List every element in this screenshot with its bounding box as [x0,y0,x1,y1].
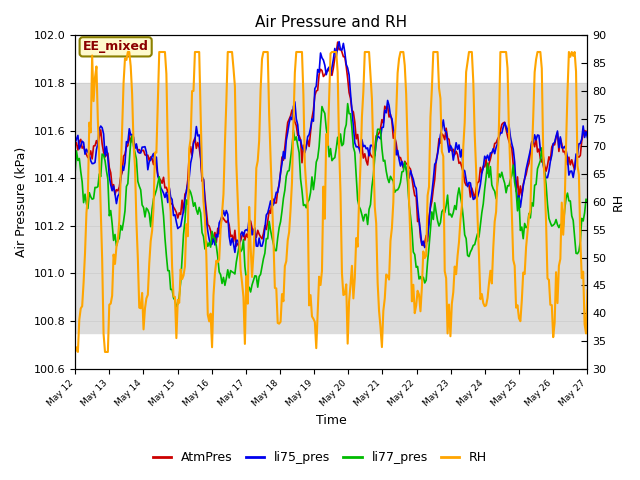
X-axis label: Time: Time [316,414,347,427]
Y-axis label: Air Pressure (kPa): Air Pressure (kPa) [15,147,28,257]
Legend: AtmPres, li75_pres, li77_pres, RH: AtmPres, li75_pres, li77_pres, RH [148,446,492,469]
Text: EE_mixed: EE_mixed [83,40,148,53]
Bar [75,83,588,333]
Y-axis label: RH: RH [612,193,625,211]
Title: Air Pressure and RH: Air Pressure and RH [255,15,407,30]
